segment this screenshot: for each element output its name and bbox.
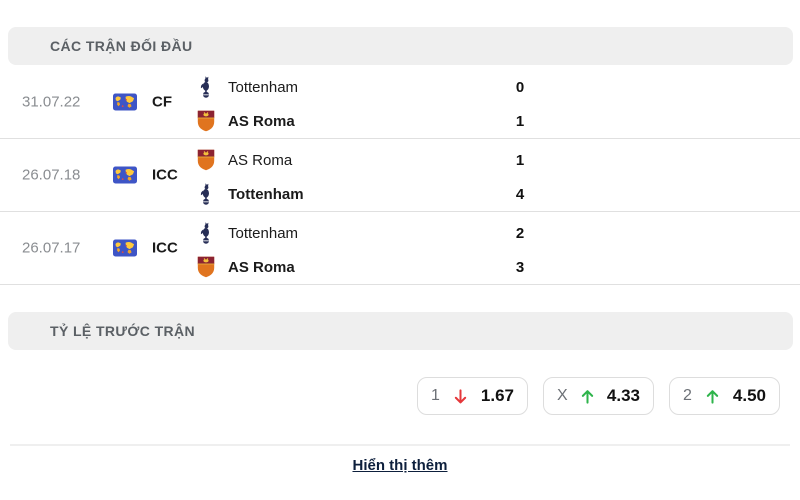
match-date: 26.07.18 [22, 166, 81, 184]
show-more-link[interactable]: Hiển thị thêm [352, 457, 448, 474]
match-row[interactable]: 26.07.17 ICC Tottenham 2 AS Roma 3 [0, 212, 800, 285]
match-date: 26.07.17 [22, 239, 81, 257]
team-name: AS Roma [228, 258, 295, 276]
roma-crest-icon [197, 110, 215, 132]
world-flag-icon [113, 94, 137, 111]
match-row[interactable]: 26.07.18 ICC AS Roma 1 Tottenham 4 [0, 139, 800, 212]
team-line: AS Roma 1 [197, 110, 800, 132]
team-name: Tottenham [228, 78, 299, 96]
competition-label: ICC [152, 239, 178, 257]
h2h-section-header: CÁC TRẬN ĐỐI ĐẦU [8, 27, 793, 65]
footer-divider [10, 444, 790, 446]
team-line: Tottenham 2 [197, 222, 800, 244]
arrow-up-icon [579, 388, 596, 405]
odds-label: 1 [431, 387, 440, 404]
odds-label: 2 [683, 387, 692, 404]
h2h-match-list: 31.07.22 CF Tottenham 0 AS Roma 1 26.07.… [0, 66, 800, 285]
team-name: AS Roma [228, 151, 293, 169]
odds-value: 1.67 [480, 386, 514, 405]
roma-crest-icon [197, 149, 215, 171]
footer: Hiển thị thêm [0, 457, 800, 475]
team-line: Tottenham 4 [197, 183, 800, 205]
odds-section-title: TỶ LỆ TRƯỚC TRẬN [50, 323, 196, 339]
arrow-down-icon [452, 388, 469, 405]
world-flag-icon [113, 167, 137, 184]
odds-section-header: TỶ LỆ TRƯỚC TRẬN [8, 312, 793, 350]
team-name: AS Roma [228, 112, 295, 130]
odds-value: 4.33 [606, 386, 640, 405]
team-score: 3 [515, 258, 525, 276]
team-score: 4 [515, 185, 525, 203]
team-name: Tottenham [228, 185, 304, 203]
odds-row: 1 1.67 X 4.33 2 4.50 [0, 377, 780, 415]
team-line: Tottenham 0 [197, 76, 800, 98]
odds-value: 4.50 [732, 386, 766, 405]
tottenham-crest-icon [197, 183, 215, 205]
competition-label: ICC [152, 166, 178, 184]
odds-box-away[interactable]: 2 4.50 [669, 377, 780, 415]
team-score: 1 [515, 112, 525, 130]
arrow-up-icon [704, 388, 721, 405]
world-flag-icon [113, 240, 137, 257]
match-row[interactable]: 31.07.22 CF Tottenham 0 AS Roma 1 [0, 66, 800, 139]
tottenham-crest-icon [197, 76, 215, 98]
team-name: Tottenham [228, 224, 299, 242]
tottenham-crest-icon [197, 222, 215, 244]
team-line: AS Roma 1 [197, 149, 800, 171]
team-score: 2 [515, 224, 525, 242]
team-score: 0 [515, 78, 525, 96]
h2h-section-title: CÁC TRẬN ĐỐI ĐẦU [50, 38, 193, 54]
team-score: 1 [515, 151, 525, 169]
odds-box-home[interactable]: 1 1.67 [417, 377, 528, 415]
match-date: 31.07.22 [22, 93, 81, 111]
odds-box-draw[interactable]: X 4.33 [543, 377, 654, 415]
team-line: AS Roma 3 [197, 256, 800, 278]
competition-label: CF [152, 93, 172, 111]
roma-crest-icon [197, 256, 215, 278]
odds-label: X [557, 387, 568, 404]
